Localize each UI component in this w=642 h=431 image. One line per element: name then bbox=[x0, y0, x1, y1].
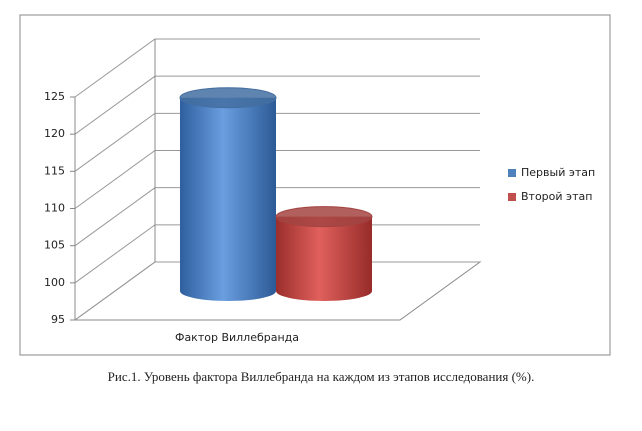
x-tick-label: Фактор Виллебранда bbox=[175, 331, 299, 344]
y-tick-label: 115 bbox=[44, 164, 65, 177]
cylinder-top bbox=[179, 87, 277, 109]
legend-swatch bbox=[508, 193, 516, 201]
legend-swatch bbox=[508, 169, 516, 177]
cylinder-top bbox=[275, 206, 373, 228]
legend-label: Второй этап bbox=[521, 190, 592, 203]
y-tick-label: 100 bbox=[44, 276, 65, 289]
cylinder-body bbox=[276, 216, 372, 301]
y-tick-label: 125 bbox=[44, 90, 65, 103]
chart-frame bbox=[19, 14, 611, 356]
y-tick-label: 110 bbox=[44, 202, 65, 215]
y-tick-label: 95 bbox=[51, 313, 65, 326]
caption: Рис.1. Уровень фактора Виллебранда на ка… bbox=[108, 369, 535, 384]
y-tick-label: 120 bbox=[44, 127, 65, 140]
cylinder-body bbox=[180, 97, 276, 301]
legend-label: Первый этап bbox=[521, 166, 595, 179]
y-tick-label: 105 bbox=[44, 239, 65, 252]
